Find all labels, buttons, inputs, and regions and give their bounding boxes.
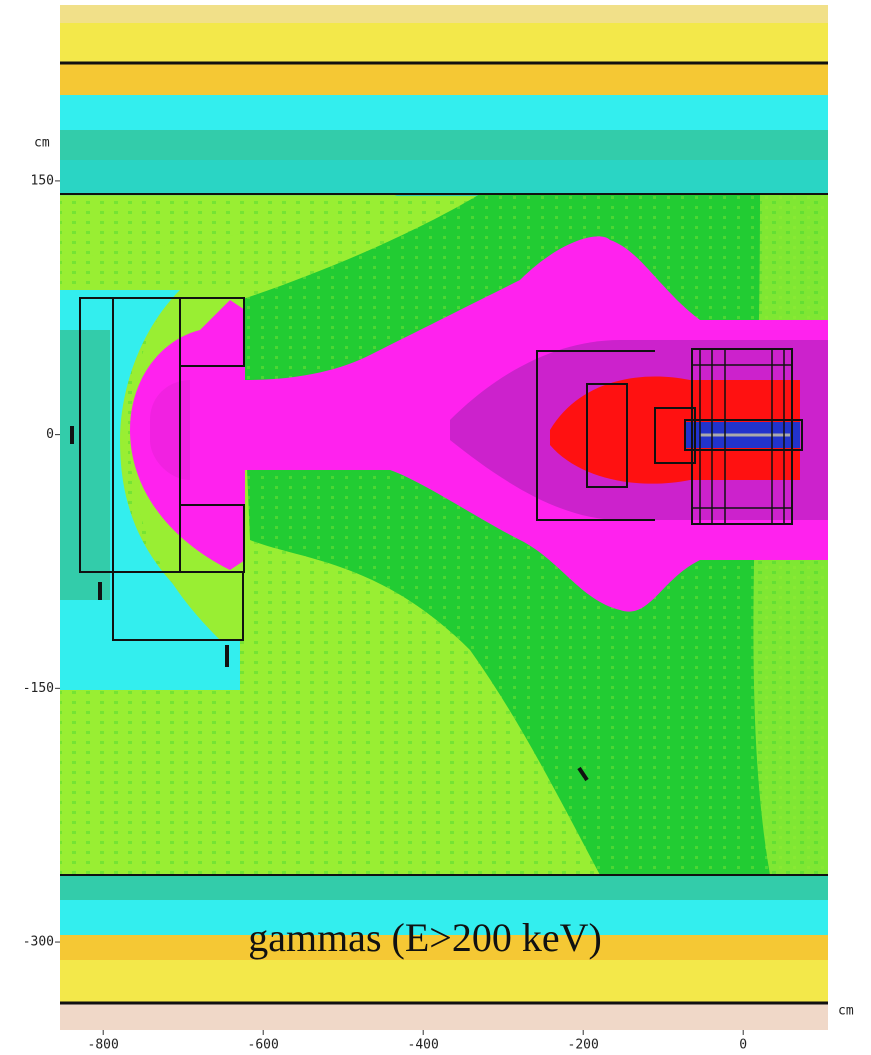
y-tick-label: -300	[23, 935, 54, 950]
band	[60, 960, 828, 1005]
flux-map	[60, 5, 828, 1030]
x-tick-label: -400	[408, 1038, 439, 1053]
chart: gammas (E>200 keV) cm cm -800 -600 -400 -20…	[0, 0, 871, 1055]
x-tick-label: -800	[88, 1038, 119, 1053]
band	[60, 1003, 828, 1030]
y-tick-label: 150	[31, 173, 54, 188]
band	[60, 160, 828, 194]
annotation: gammas (E>200 keV)	[248, 915, 602, 960]
region	[60, 330, 110, 600]
y-axis-label: cm	[34, 136, 50, 151]
band	[60, 95, 828, 135]
x-axis-label: cm	[838, 1004, 854, 1019]
x-tick-label: -200	[568, 1038, 599, 1053]
y-tick-label: 0	[46, 427, 54, 442]
band	[60, 5, 828, 23]
y-tick-label: -150	[23, 681, 54, 696]
x-tick-label: 0	[739, 1038, 747, 1053]
x-tick-label: -600	[248, 1038, 279, 1053]
